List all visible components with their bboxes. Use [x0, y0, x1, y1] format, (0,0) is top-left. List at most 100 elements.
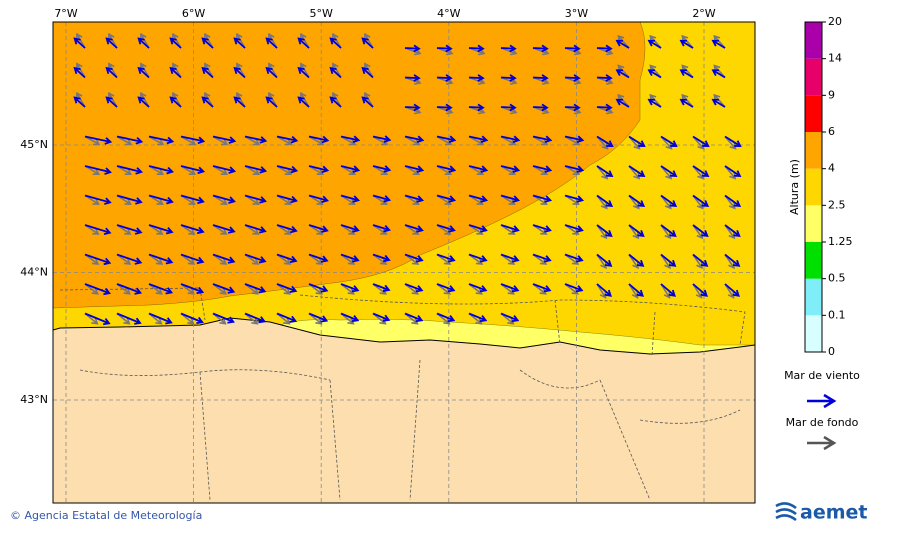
credit: © Agencia Estatal de Meteorología [10, 509, 202, 522]
arrow [169, 66, 182, 79]
arrow [500, 253, 520, 263]
legend-swell: Mar de fondo [786, 416, 859, 429]
arrow [84, 312, 111, 326]
arrow [564, 253, 584, 263]
colorbar-tick-label: 0 [828, 345, 835, 358]
arrow [500, 165, 521, 173]
arrow [724, 165, 742, 177]
colorbar-tick-label: 20 [828, 15, 842, 28]
arrow [628, 165, 646, 177]
arrow [647, 98, 662, 108]
arrow [212, 253, 236, 264]
arrow [679, 39, 694, 49]
arrow [329, 37, 342, 49]
arrow [361, 66, 374, 79]
arrow [297, 37, 310, 49]
arrow [404, 135, 425, 144]
arrow [532, 74, 549, 82]
arrow [265, 37, 278, 49]
arrow [436, 165, 457, 173]
arrow [596, 74, 613, 82]
arrow [116, 283, 143, 295]
arrow [244, 135, 268, 144]
arrow [84, 135, 113, 145]
arrow [692, 135, 710, 147]
arrow [436, 194, 457, 203]
arrow [201, 37, 214, 49]
arrow [724, 224, 741, 237]
legend-wind-arrow [807, 393, 837, 409]
colorbar-band [805, 278, 822, 316]
arrow [628, 283, 644, 297]
arrow [212, 194, 236, 204]
arrow [340, 312, 360, 323]
arrow [596, 194, 614, 207]
arrow [244, 194, 267, 204]
arrow [276, 135, 299, 144]
arrow [532, 253, 552, 263]
lat-label: 43°N [20, 393, 48, 406]
arrow [692, 194, 710, 207]
arrow [372, 283, 391, 292]
arrow [169, 37, 182, 49]
colorbar-tick-label: 2.5 [828, 198, 846, 211]
lon-label: 2°W [692, 7, 715, 20]
arrow [660, 253, 677, 267]
arrow [308, 283, 329, 293]
arrow [564, 74, 581, 82]
arrow [233, 96, 246, 108]
arrow [180, 224, 205, 235]
arrow [201, 66, 214, 79]
arrow [596, 44, 613, 53]
arrow [372, 224, 391, 233]
arrow [297, 96, 310, 108]
arrow [692, 283, 708, 297]
arrow [468, 283, 488, 293]
arrow [596, 135, 614, 147]
arrow [596, 103, 613, 112]
arrow [169, 96, 182, 108]
arrow [297, 66, 310, 79]
colorbar-tick-label: 9 [828, 88, 835, 101]
arrow [276, 253, 298, 264]
arrow [468, 312, 488, 323]
arrow [340, 253, 360, 263]
arrow [308, 194, 329, 204]
arrow [340, 224, 360, 233]
arrow [404, 224, 424, 233]
arrow [404, 74, 421, 82]
legend-wind: Mar de viento [784, 369, 860, 382]
arrow [84, 194, 112, 205]
arrow [436, 135, 457, 144]
arrow [468, 103, 485, 112]
arrow [404, 103, 421, 112]
arrow [308, 224, 329, 233]
arrow [329, 66, 342, 79]
lon-label: 4°W [437, 7, 460, 20]
arrow [276, 165, 299, 174]
wave-arrows [73, 32, 742, 326]
arrow [180, 283, 205, 295]
colorbar-tick-label: 0.1 [828, 308, 846, 321]
arrow [244, 283, 267, 294]
arrow [628, 253, 645, 267]
arrow [724, 194, 742, 207]
arrow [148, 312, 173, 325]
arrow [212, 135, 237, 144]
arrow [615, 69, 630, 79]
arrow [180, 253, 205, 265]
arrow [276, 312, 298, 323]
lon-label: 3°W [565, 7, 588, 20]
arrow [340, 283, 360, 293]
arrow [404, 194, 425, 203]
arrow [265, 96, 278, 108]
arrow [596, 165, 614, 177]
arrow [180, 135, 206, 145]
arrow [436, 283, 456, 293]
arrow [647, 69, 662, 79]
arrow [340, 194, 361, 203]
arrow [105, 66, 118, 79]
arrow [244, 312, 267, 324]
arrow [532, 194, 553, 203]
